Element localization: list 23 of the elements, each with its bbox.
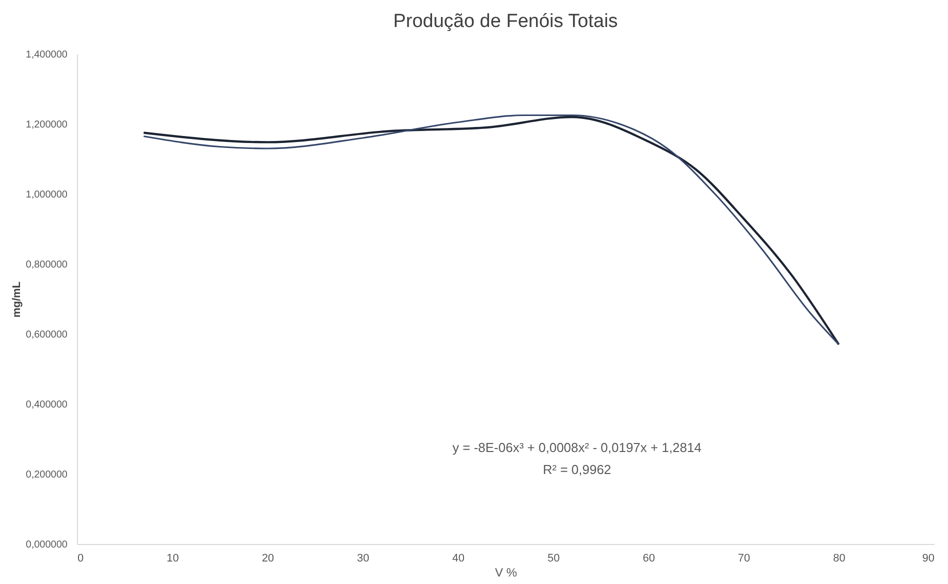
- annotation: y = -8E-06x³ + 0,0008x² - 0,0197x + 1,2814: [452, 440, 702, 455]
- x-tick-label: 10: [166, 552, 179, 564]
- x-tick-label: 80: [833, 552, 846, 564]
- x-tick-label: 50: [547, 552, 560, 564]
- y-tick-label: 0,400000: [26, 400, 68, 410]
- chart-title: Produção de Fenóis Totais: [393, 11, 618, 32]
- x-tick-label: 40: [452, 552, 465, 564]
- y-tick-label: 1,400000: [26, 50, 68, 60]
- x-tick-label: 30: [357, 552, 370, 564]
- y-tick-label: 0,600000: [26, 330, 68, 340]
- y-tick-label: 1,200000: [26, 120, 68, 130]
- y-axis-title: mg/mL: [10, 281, 23, 318]
- y-tick-label: 0,200000: [26, 470, 68, 480]
- y-tick-label: 1,000000: [26, 190, 68, 200]
- y-tick-label: 0,800000: [26, 260, 68, 270]
- x-tick-label: 20: [262, 552, 274, 564]
- x-tick-label: 60: [642, 552, 655, 564]
- x-tick-label: 70: [738, 552, 750, 564]
- annotation: R² = 0,9962: [542, 462, 612, 477]
- x-tick-label: 0: [78, 552, 84, 564]
- x-axis-title: V %: [494, 566, 518, 580]
- y-tick-label: 0,000000: [26, 540, 68, 550]
- x-tick-label: 90: [922, 552, 934, 564]
